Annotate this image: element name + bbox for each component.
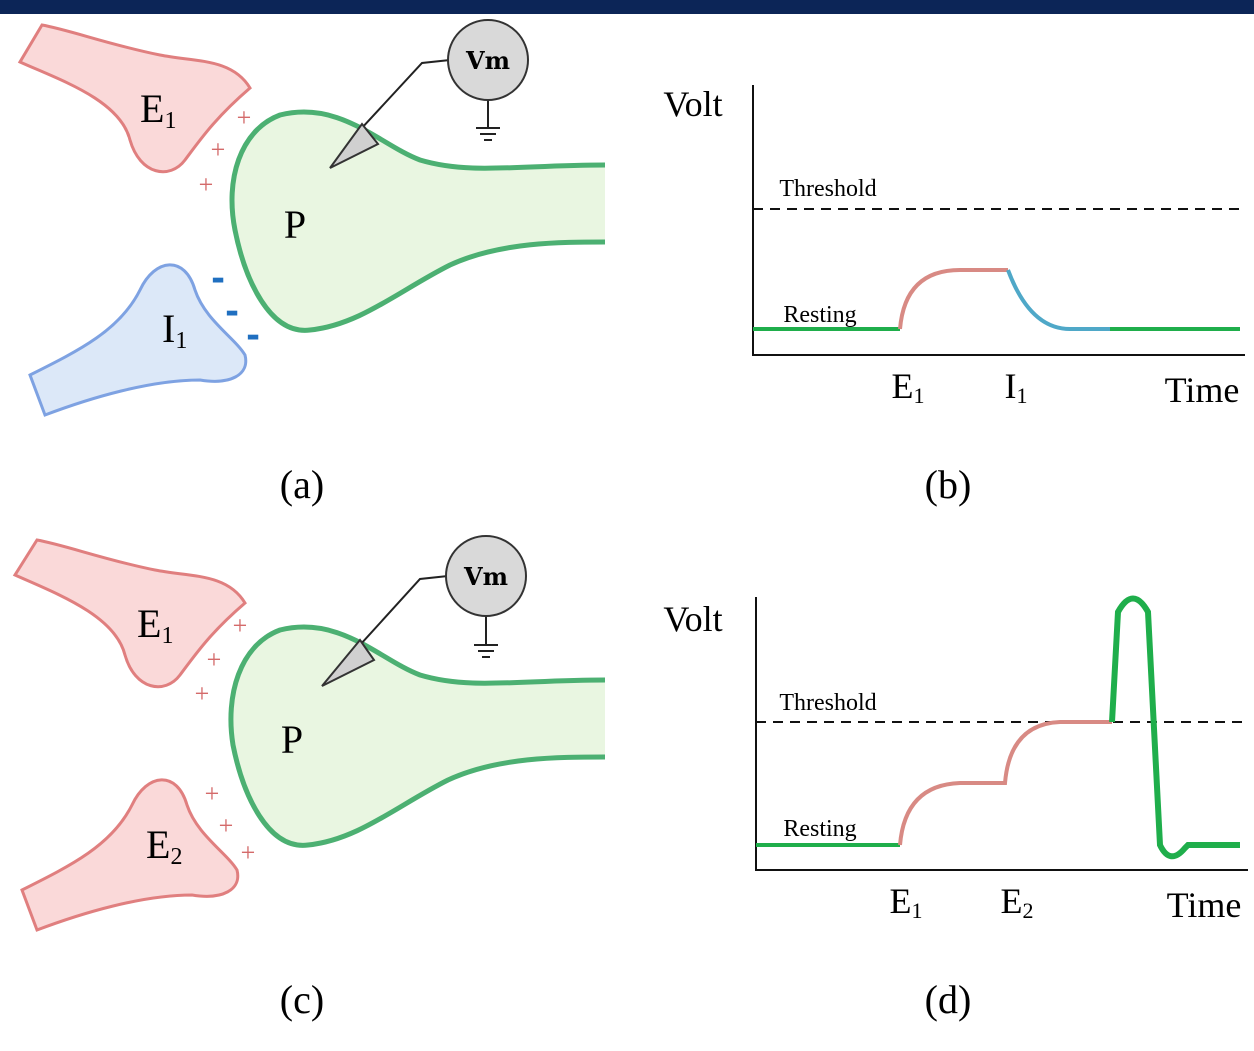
resting-label: Resting [783, 302, 856, 328]
charge: + [219, 811, 234, 840]
neuron-e1 [17, 23, 252, 174]
charge: + [207, 645, 222, 674]
label: E [1001, 881, 1023, 921]
top-bar [0, 0, 1254, 14]
axes [755, 597, 1248, 871]
event-label: E1 [892, 366, 925, 408]
label: E [892, 366, 914, 406]
charge: + [199, 170, 214, 199]
resting-label: Resting [783, 816, 856, 842]
label: 2 [170, 844, 182, 870]
panel-b: Volt Threshold Resting E1 I1 Time (b) [663, 84, 1245, 507]
panel-d: Volt Threshold Resting E1 E2 Time (d) [663, 595, 1248, 1022]
neuron-label: E1 [137, 601, 173, 649]
label: 1 [914, 383, 925, 408]
neuron-e2 [20, 778, 240, 932]
neuron-i1 [28, 263, 248, 417]
event-label: E2 [1001, 881, 1034, 923]
label: 1 [164, 108, 176, 134]
caption: (b) [925, 462, 972, 507]
meter-label: Vm [463, 562, 508, 591]
label: 1 [912, 898, 923, 923]
charge: + [195, 679, 210, 708]
caption: (a) [280, 462, 324, 507]
trace [898, 268, 1008, 330]
threshold-label: Threshold [779, 690, 876, 716]
label: I [162, 306, 175, 351]
charge: + [233, 611, 248, 640]
y-axis-label: Volt [663, 84, 722, 124]
neuron-label: E2 [146, 822, 182, 870]
label: I [1005, 366, 1017, 406]
ground [476, 127, 500, 141]
trace [898, 720, 1112, 846]
spike-trace [1109, 595, 1240, 860]
panel-a: E1 I1 + + + - - - P Vm (a) [17, 19, 606, 507]
label: E [890, 881, 912, 921]
caption: (c) [280, 977, 324, 1022]
trace [1006, 269, 1110, 331]
y-axis-label: Volt [663, 599, 722, 639]
x-axis-label: Time [1165, 370, 1240, 410]
probe-wire [359, 575, 449, 646]
charge: + [205, 779, 220, 808]
caption: (d) [925, 977, 972, 1022]
probe-wire [359, 59, 451, 131]
ground [474, 644, 498, 658]
meter [445, 535, 527, 617]
neuron-label: E1 [140, 86, 176, 134]
charge: + [211, 135, 226, 164]
label: 1 [161, 623, 173, 649]
label: E [146, 822, 170, 867]
charge: - [211, 259, 225, 299]
charge: + [241, 838, 256, 867]
neuron-p [229, 109, 606, 333]
event-label: E1 [890, 881, 923, 923]
panel-c: E1 E2 + + + + + + P Vm (c) [12, 535, 606, 1022]
neuron-label: P [284, 202, 306, 247]
event-label: I1 [1005, 366, 1028, 408]
probe [321, 638, 376, 687]
label: 1 [175, 328, 187, 354]
label: E [137, 601, 161, 646]
neuron-label: I1 [162, 306, 187, 354]
meter [447, 19, 529, 101]
meter-label: Vm [465, 46, 510, 75]
label: 1 [1017, 383, 1028, 408]
label: E [140, 86, 164, 131]
label: 2 [1023, 898, 1034, 923]
charge: - [246, 316, 260, 356]
threshold-label: Threshold [779, 176, 876, 202]
neuron-label: P [281, 717, 303, 762]
charge: + [237, 103, 252, 132]
charge: - [225, 292, 239, 332]
axes [752, 85, 1245, 356]
x-axis-label: Time [1167, 885, 1242, 925]
probe [329, 122, 380, 169]
neuron-e1 [12, 538, 247, 689]
